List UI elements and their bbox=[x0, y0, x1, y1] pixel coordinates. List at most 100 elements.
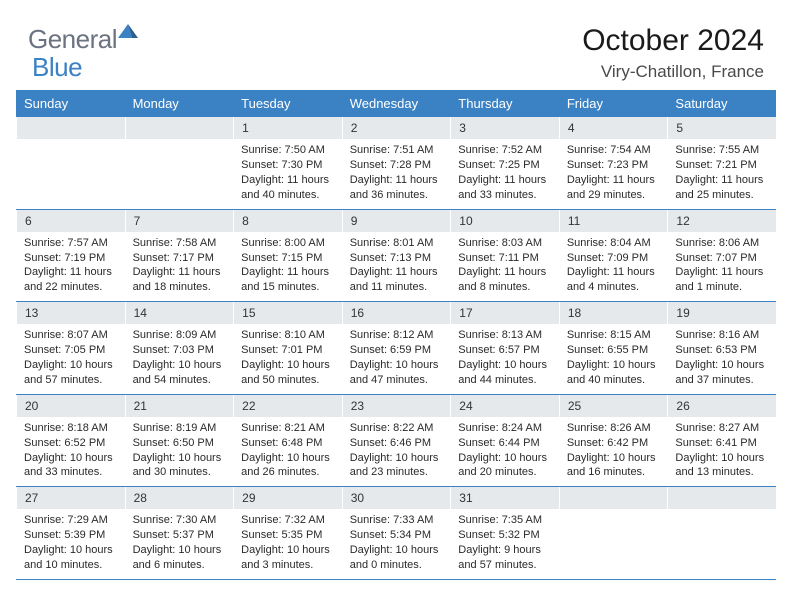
sunrise-line: Sunrise: 7:35 AM bbox=[458, 513, 551, 528]
dow-cell: Wednesday bbox=[342, 90, 451, 117]
day-body: Sunrise: 7:29 AMSunset: 5:39 PMDaylight:… bbox=[16, 509, 125, 578]
day-body: Sunrise: 8:19 AMSunset: 6:50 PMDaylight:… bbox=[125, 417, 234, 486]
sunrise-line: Sunrise: 8:15 AM bbox=[567, 328, 660, 343]
daylight-line: Daylight: 10 hours and 57 minutes. bbox=[24, 358, 117, 388]
day-cell: 10Sunrise: 8:03 AMSunset: 7:11 PMDayligh… bbox=[450, 210, 559, 302]
sunset-line: Sunset: 7:19 PM bbox=[24, 251, 117, 266]
month-title: October 2024 bbox=[582, 24, 764, 58]
day-cell: 19Sunrise: 8:16 AMSunset: 6:53 PMDayligh… bbox=[667, 302, 776, 394]
sunrise-line: Sunrise: 7:52 AM bbox=[458, 143, 551, 158]
day-cell: 30Sunrise: 7:33 AMSunset: 5:34 PMDayligh… bbox=[342, 487, 451, 579]
daylight-line: Daylight: 10 hours and 47 minutes. bbox=[350, 358, 443, 388]
sunrise-line: Sunrise: 8:07 AM bbox=[24, 328, 117, 343]
day-number: 11 bbox=[559, 210, 668, 232]
day-number: 4 bbox=[559, 117, 668, 139]
day-number: 6 bbox=[16, 210, 125, 232]
day-cell bbox=[16, 117, 125, 209]
sunset-line: Sunset: 5:39 PM bbox=[24, 528, 117, 543]
day-number: 13 bbox=[16, 302, 125, 324]
day-number: 8 bbox=[233, 210, 342, 232]
day-cell: 11Sunrise: 8:04 AMSunset: 7:09 PMDayligh… bbox=[559, 210, 668, 302]
day-body: Sunrise: 8:10 AMSunset: 7:01 PMDaylight:… bbox=[233, 324, 342, 393]
day-cell: 9Sunrise: 8:01 AMSunset: 7:13 PMDaylight… bbox=[342, 210, 451, 302]
day-body: Sunrise: 8:27 AMSunset: 6:41 PMDaylight:… bbox=[667, 417, 776, 486]
sunset-line: Sunset: 6:50 PM bbox=[133, 436, 226, 451]
sunset-line: Sunset: 7:28 PM bbox=[350, 158, 443, 173]
sunrise-line: Sunrise: 7:29 AM bbox=[24, 513, 117, 528]
header: General October 2024 Viry-Chatillon, Fra… bbox=[0, 0, 792, 90]
sunrise-line: Sunrise: 7:54 AM bbox=[567, 143, 660, 158]
sunrise-line: Sunrise: 7:57 AM bbox=[24, 236, 117, 251]
day-number: 14 bbox=[125, 302, 234, 324]
daylight-line: Daylight: 10 hours and 23 minutes. bbox=[350, 451, 443, 481]
daylight-line: Daylight: 10 hours and 6 minutes. bbox=[133, 543, 226, 573]
logo-word-blue-wrap: Blue bbox=[32, 52, 82, 83]
daylight-line: Daylight: 10 hours and 44 minutes. bbox=[458, 358, 551, 388]
sunrise-line: Sunrise: 8:01 AM bbox=[350, 236, 443, 251]
day-number: 1 bbox=[233, 117, 342, 139]
sunset-line: Sunset: 7:11 PM bbox=[458, 251, 551, 266]
day-body: Sunrise: 8:26 AMSunset: 6:42 PMDaylight:… bbox=[559, 417, 668, 486]
sunrise-line: Sunrise: 7:50 AM bbox=[241, 143, 334, 158]
daylight-line: Daylight: 11 hours and 1 minute. bbox=[675, 265, 768, 295]
day-body: Sunrise: 8:24 AMSunset: 6:44 PMDaylight:… bbox=[450, 417, 559, 486]
daylight-line: Daylight: 11 hours and 36 minutes. bbox=[350, 173, 443, 203]
daylight-line: Daylight: 10 hours and 33 minutes. bbox=[24, 451, 117, 481]
day-cell: 6 Sunrise: 7:57 AMSunset: 7:19 PMDaylight… bbox=[16, 210, 125, 302]
daylight-line: Daylight: 10 hours and 54 minutes. bbox=[133, 358, 226, 388]
week-row: 20Sunrise: 8:18 AMSunset: 6:52 PMDayligh… bbox=[16, 395, 776, 488]
sunset-line: Sunset: 7:01 PM bbox=[241, 343, 334, 358]
sunrise-line: Sunrise: 8:22 AM bbox=[350, 421, 443, 436]
day-cell: 17Sunrise: 8:13 AMSunset: 6:57 PMDayligh… bbox=[450, 302, 559, 394]
day-number-empty bbox=[125, 117, 234, 139]
daylight-line: Daylight: 11 hours and 22 minutes. bbox=[24, 265, 117, 295]
day-body: Sunrise: 8:01 AMSunset: 7:13 PMDaylight:… bbox=[342, 232, 451, 301]
sunset-line: Sunset: 7:21 PM bbox=[675, 158, 768, 173]
sunrise-line: Sunrise: 7:51 AM bbox=[350, 143, 443, 158]
sunrise-line: Sunrise: 8:12 AM bbox=[350, 328, 443, 343]
day-cell: 26Sunrise: 8:27 AMSunset: 6:41 PMDayligh… bbox=[667, 395, 776, 487]
logo-triangle-icon bbox=[117, 21, 139, 44]
day-number: 9 bbox=[342, 210, 451, 232]
daylight-line: Daylight: 11 hours and 40 minutes. bbox=[241, 173, 334, 203]
daylight-line: Daylight: 10 hours and 10 minutes. bbox=[24, 543, 117, 573]
daylight-line: Daylight: 11 hours and 33 minutes. bbox=[458, 173, 551, 203]
day-body: Sunrise: 8:04 AMSunset: 7:09 PMDaylight:… bbox=[559, 232, 668, 301]
day-number: 21 bbox=[125, 395, 234, 417]
logo-word-blue: Blue bbox=[32, 52, 82, 82]
day-body: Sunrise: 7:33 AMSunset: 5:34 PMDaylight:… bbox=[342, 509, 451, 578]
day-number: 27 bbox=[16, 487, 125, 509]
day-body: Sunrise: 8:21 AMSunset: 6:48 PMDaylight:… bbox=[233, 417, 342, 486]
day-body: Sunrise: 8:12 AMSunset: 6:59 PMDaylight:… bbox=[342, 324, 451, 393]
sunset-line: Sunset: 7:05 PM bbox=[24, 343, 117, 358]
day-body: Sunrise: 8:03 AMSunset: 7:11 PMDaylight:… bbox=[450, 232, 559, 301]
day-number: 30 bbox=[342, 487, 451, 509]
sunset-line: Sunset: 7:15 PM bbox=[241, 251, 334, 266]
dow-cell: Tuesday bbox=[233, 90, 342, 117]
day-cell: 28Sunrise: 7:30 AMSunset: 5:37 PMDayligh… bbox=[125, 487, 234, 579]
day-number: 17 bbox=[450, 302, 559, 324]
day-cell: 27Sunrise: 7:29 AMSunset: 5:39 PMDayligh… bbox=[16, 487, 125, 579]
day-body: Sunrise: 7:51 AMSunset: 7:28 PMDaylight:… bbox=[342, 139, 451, 208]
day-number-empty bbox=[16, 117, 125, 139]
sunrise-line: Sunrise: 8:00 AM bbox=[241, 236, 334, 251]
day-number-empty bbox=[667, 487, 776, 509]
day-body: Sunrise: 7:55 AMSunset: 7:21 PMDaylight:… bbox=[667, 139, 776, 208]
sunset-line: Sunset: 6:48 PM bbox=[241, 436, 334, 451]
sunrise-line: Sunrise: 8:24 AM bbox=[458, 421, 551, 436]
day-cell: 4Sunrise: 7:54 AMSunset: 7:23 PMDaylight… bbox=[559, 117, 668, 209]
week-row: 1Sunrise: 7:50 AMSunset: 7:30 PMDaylight… bbox=[16, 117, 776, 210]
title-block: October 2024 Viry-Chatillon, France bbox=[582, 24, 764, 82]
day-body: Sunrise: 7:32 AMSunset: 5:35 PMDaylight:… bbox=[233, 509, 342, 578]
weeks-grid: 1Sunrise: 7:50 AMSunset: 7:30 PMDaylight… bbox=[16, 117, 776, 580]
sunset-line: Sunset: 5:37 PM bbox=[133, 528, 226, 543]
daylight-line: Daylight: 10 hours and 50 minutes. bbox=[241, 358, 334, 388]
daylight-line: Daylight: 10 hours and 0 minutes. bbox=[350, 543, 443, 573]
day-body: Sunrise: 7:35 AMSunset: 5:32 PMDaylight:… bbox=[450, 509, 559, 578]
dow-cell: Sunday bbox=[16, 90, 125, 117]
day-number: 12 bbox=[667, 210, 776, 232]
day-body: Sunrise: 8:13 AMSunset: 6:57 PMDaylight:… bbox=[450, 324, 559, 393]
day-cell: 5Sunrise: 7:55 AMSunset: 7:21 PMDaylight… bbox=[667, 117, 776, 209]
day-cell: 14Sunrise: 8:09 AMSunset: 7:03 PMDayligh… bbox=[125, 302, 234, 394]
sunset-line: Sunset: 5:32 PM bbox=[458, 528, 551, 543]
